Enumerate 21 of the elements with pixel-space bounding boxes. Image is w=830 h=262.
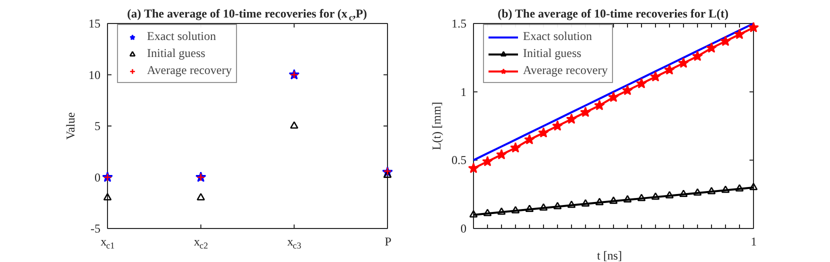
y-axis-title: Value [64,112,78,140]
y-tick-label: 1.5 [452,16,466,30]
y-axis-title: L(t) [mm] [430,102,444,150]
y-tick-label: 5 [94,119,100,133]
chart-title: (b) The average of 10-time recoveries for L(t) [498,6,728,20]
x-tick-label: P [384,234,392,248]
legend-label: Initial guess [523,46,582,61]
y-tick-label: 1 [460,84,466,99]
legend-label: Exact solution [523,29,592,44]
legend-label: Average recovery [523,63,608,78]
text: 1 [750,234,757,248]
legend-label: Exact solution [147,29,216,44]
y-tick-label: 0 [460,222,466,236]
y-tick-label: 0.5 [452,153,466,168]
legend-label: Average recovery [147,63,232,78]
legend-label: Initial guess [147,46,206,61]
y-tick-label: 10 [88,68,100,82]
y-tick-label: 0 [94,170,100,184]
y-tick-label: 15 [88,16,100,30]
y-tick-label: -5 [90,222,101,236]
x-axis-title: t [ns] [596,248,622,262]
